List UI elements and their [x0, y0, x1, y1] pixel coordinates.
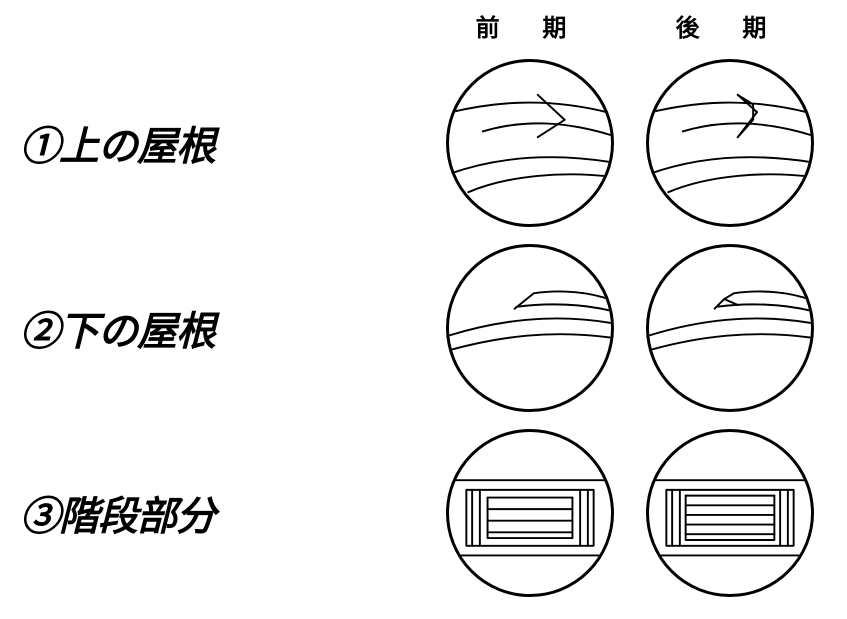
column-header-zenki: 前 期 — [476, 8, 585, 43]
cell-stairs-kouki — [630, 420, 830, 605]
diagram-stairs-zenki — [446, 429, 614, 597]
diagram-upper-roof-zenki — [446, 59, 614, 227]
cell-upper-roof-kouki — [630, 50, 830, 235]
stairs-kouki-icon — [649, 432, 811, 594]
corner-spacer — [10, 0, 430, 50]
roof-upper-zenki-icon — [449, 62, 611, 224]
cell-lower-roof-kouki — [630, 235, 830, 420]
diagram-stairs-kouki — [646, 429, 814, 597]
diagram-lower-roof-kouki — [646, 244, 814, 412]
roof-lower-zenki-icon — [449, 247, 611, 409]
diagram-lower-roof-zenki — [446, 244, 614, 412]
comparison-grid: 前 期 後 期 ①上の屋根 ②下の屋根 ③階段部分 — [0, 0, 847, 605]
row-label-stairs: ③階段部分 — [10, 484, 430, 542]
cell-lower-roof-zenki — [430, 235, 630, 420]
diagram-upper-roof-kouki — [646, 59, 814, 227]
roof-upper-kouki-icon — [649, 62, 811, 224]
stairs-zenki-icon — [449, 432, 611, 594]
cell-upper-roof-zenki — [430, 50, 630, 235]
column-header-kouki: 後 期 — [676, 8, 785, 43]
cell-stairs-zenki — [430, 420, 630, 605]
roof-lower-kouki-icon — [649, 247, 811, 409]
row-label-upper-roof: ①上の屋根 — [10, 114, 430, 172]
row-label-lower-roof: ②下の屋根 — [10, 299, 430, 357]
